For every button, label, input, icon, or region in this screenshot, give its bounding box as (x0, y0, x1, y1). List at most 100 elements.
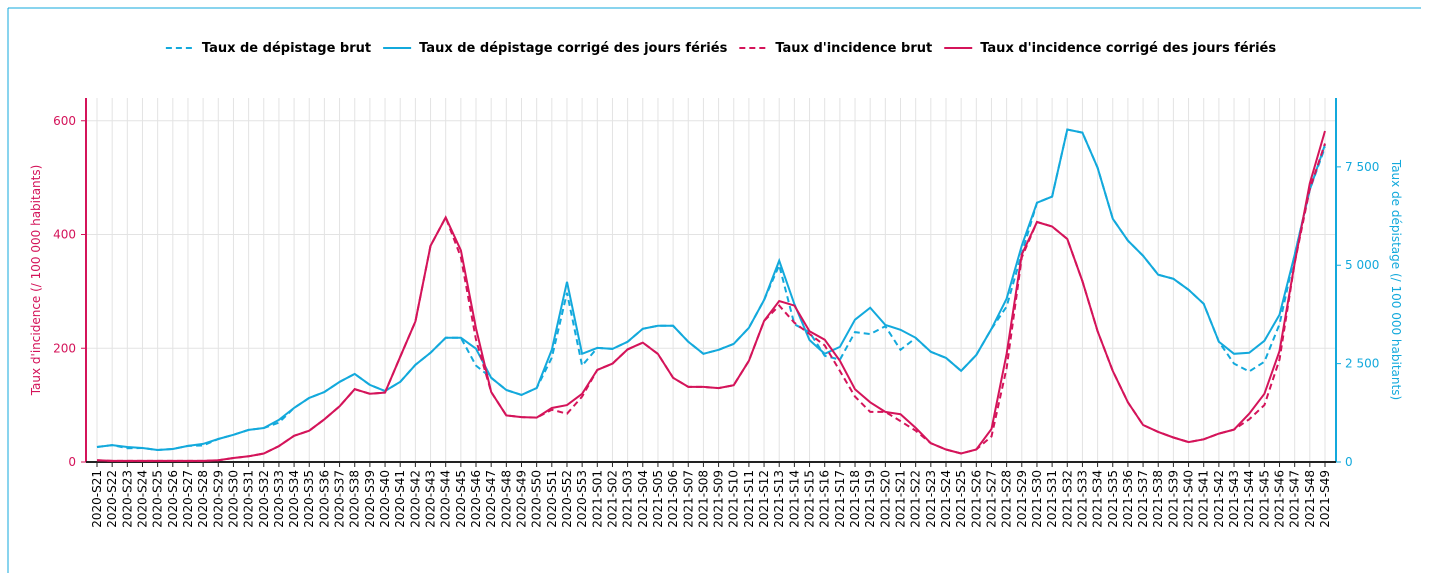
y2-tick-label: 7 500 (1345, 160, 1379, 174)
x-tick-label: 2020-S46 (469, 470, 483, 528)
y-tick-label: 400 (53, 228, 76, 242)
x-tick-label: 2021-S08 (696, 470, 710, 528)
y2-tick-label: 0 (1345, 455, 1353, 469)
x-tick-label: 2021-S25 (954, 470, 968, 528)
x-tick-label: 2021-S18 (848, 470, 862, 528)
x-tick-label: 2020-S39 (363, 470, 377, 528)
x-tick-label: 2020-S36 (317, 470, 331, 528)
x-tick-label: 2021-S28 (1000, 470, 1014, 528)
x-tick-label: 2021-S07 (681, 470, 695, 528)
x-tick-label: 2020-S50 (530, 470, 544, 528)
x-tick-label: 2021-S13 (772, 470, 786, 528)
x-tick-label: 2020-S29 (211, 470, 225, 528)
x-tick-label: 2021-S11 (742, 470, 756, 528)
x-tick-label: 2020-S47 (484, 470, 498, 528)
x-tick-label: 2020-S37 (333, 470, 347, 528)
x-tick-label: 2020-S40 (378, 470, 392, 528)
x-tick-label: 2021-S02 (605, 470, 619, 528)
legend-label: Taux de dépistage brut (202, 41, 371, 56)
series-line (96, 130, 1326, 462)
x-tick-label: 2021-S41 (1197, 470, 1211, 528)
x-tick-label: 2021-S22 (909, 470, 923, 528)
x-tick-label: 2021-S19 (863, 470, 877, 528)
x-tick-label: 2021-S35 (1106, 470, 1120, 528)
y2-tick-label: 5 000 (1345, 258, 1379, 272)
x-tick-label: 2021-S44 (1242, 470, 1256, 528)
legend-item: Taux de dépistage brut (165, 41, 371, 56)
x-tick-label: 2021-S42 (1212, 470, 1226, 528)
legend-item: Taux d'incidence brut (739, 41, 932, 56)
x-tick-label: 2021-S27 (984, 470, 998, 528)
x-tick-label: 2020-S32 (257, 470, 271, 528)
x-tick-label: 2021-S38 (1151, 470, 1165, 528)
x-tick-label: 2021-S49 (1318, 470, 1332, 528)
y2-axis-label: Taux de dépistage (/ 100 000 habitants) (1389, 159, 1403, 400)
y-tick-label: 600 (53, 114, 76, 128)
legend-label: Taux d'incidence brut (775, 41, 932, 56)
x-tick-label: 2021-S32 (1060, 470, 1074, 528)
x-tick-label: 2021-S12 (757, 470, 771, 528)
y-axis-label: Taux d'incidence (/ 100 000 habitants) (29, 165, 43, 397)
x-tick-label: 2021-S06 (666, 470, 680, 528)
x-tick-label: 2020-S21 (90, 470, 104, 528)
x-tick-label: 2021-S30 (1030, 470, 1044, 528)
x-tick-label: 2020-S51 (545, 470, 559, 528)
series-line (96, 128, 1326, 452)
x-tick-label: 2021-S47 (1288, 470, 1302, 528)
x-tick-label: 2021-S01 (590, 470, 604, 528)
x-tick-label: 2021-S46 (1273, 470, 1287, 528)
x-tick-label: 2021-S33 (1075, 470, 1089, 528)
x-tick-label: 2021-S37 (1136, 470, 1150, 528)
x-tick-label: 2020-S34 (287, 470, 301, 528)
x-tick-label: 2020-S44 (439, 470, 453, 528)
x-tick-label: 2021-S16 (818, 470, 832, 528)
x-tick-label: 2021-S10 (727, 470, 741, 528)
x-tick-label: 2020-S41 (393, 470, 407, 528)
x-tick-label: 2021-S21 (894, 470, 908, 528)
x-tick-label: 2021-S03 (621, 470, 635, 528)
legend-label: Taux d'incidence corrigé des jours férié… (980, 41, 1276, 56)
x-tick-label: 2021-S36 (1121, 470, 1135, 528)
x-tick-label: 2020-S23 (120, 470, 134, 528)
x-tick-label: 2020-S49 (514, 470, 528, 528)
x-tick-label: 2020-S35 (302, 470, 316, 528)
x-tick-label: 2020-S42 (408, 470, 422, 528)
y-tick-label: 0 (68, 455, 76, 469)
x-tick-label: 2021-S29 (1015, 470, 1029, 528)
legend-item: Taux d'incidence corrigé des jours férié… (944, 41, 1276, 56)
x-tick-label: 2021-S40 (1182, 470, 1196, 528)
x-tick-label: 2020-S27 (181, 470, 195, 528)
x-tick-label: 2021-S04 (636, 470, 650, 528)
x-tick-label: 2020-S22 (105, 470, 119, 528)
x-tick-label: 2021-S15 (803, 470, 817, 528)
x-tick-label: 2020-S24 (135, 470, 149, 528)
x-tick-label: 2021-S45 (1257, 470, 1271, 528)
x-tick-label: 2021-S48 (1303, 470, 1317, 528)
legend-label: Taux de dépistage corrigé des jours féri… (419, 41, 727, 56)
x-tick-label: 2021-S39 (1166, 470, 1180, 528)
x-tick-label: 2020-S31 (242, 470, 256, 528)
x-tick-label: 2020-S43 (424, 470, 438, 528)
x-tick-label: 2021-S34 (1091, 470, 1105, 528)
x-tick-label: 2021-S23 (924, 470, 938, 528)
x-tick-label: 2020-S45 (454, 470, 468, 528)
x-tick-label: 2021-S05 (651, 470, 665, 528)
x-tick-label: 2020-S33 (272, 470, 286, 528)
x-tick-label: 2020-S26 (166, 470, 180, 528)
x-tick-label: 2021-S26 (969, 470, 983, 528)
x-tick-label: 2020-S38 (348, 470, 362, 528)
x-tick-label: 2021-S20 (878, 470, 892, 528)
x-tick-label: 2020-S48 (499, 470, 513, 528)
x-tick-label: 2021-S24 (939, 470, 953, 528)
x-tick-label: 2020-S52 (560, 470, 574, 528)
y2-tick-label: 2 500 (1345, 357, 1379, 371)
x-tick-label: 2020-S25 (151, 470, 165, 528)
legend-item: Taux de dépistage corrigé des jours féri… (383, 41, 728, 56)
x-tick-label: 2021-S31 (1045, 470, 1059, 528)
x-tick-label: 2021-S43 (1227, 470, 1241, 528)
x-tick-label: 2020-S30 (226, 470, 240, 528)
x-tick-label: 2020-S28 (196, 470, 210, 528)
x-tick-label: 2020-S53 (575, 470, 589, 528)
x-tick-label: 2021-S14 (787, 470, 801, 528)
